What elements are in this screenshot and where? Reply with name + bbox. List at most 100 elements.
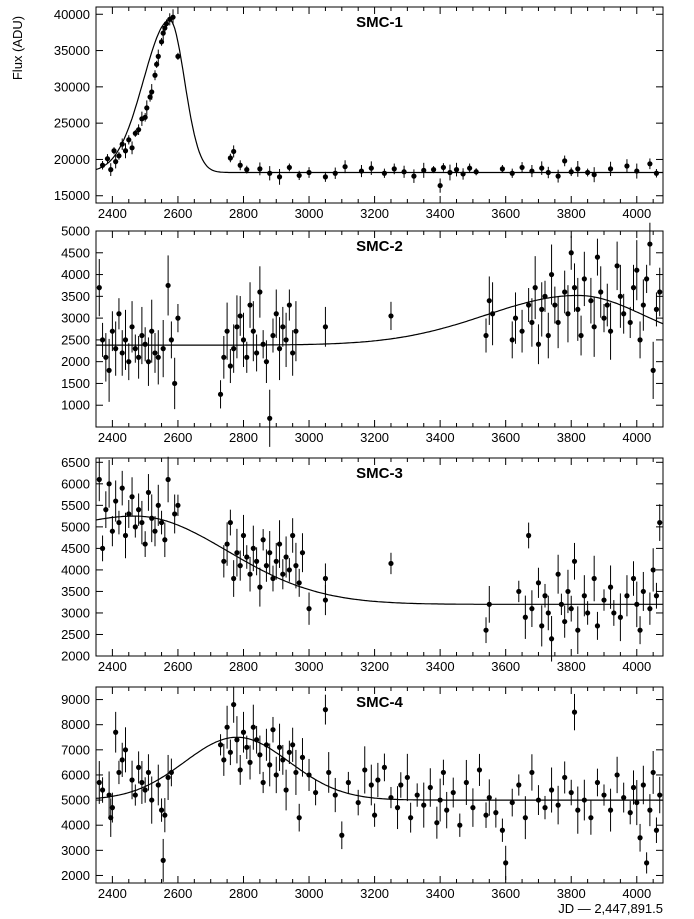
data-point xyxy=(575,306,581,312)
data-point xyxy=(132,524,138,530)
data-point xyxy=(175,53,181,59)
data-point xyxy=(257,584,263,590)
data-point xyxy=(162,537,168,543)
data-point xyxy=(276,346,283,352)
data-point xyxy=(132,792,138,798)
data-point xyxy=(149,797,155,803)
data-point xyxy=(136,764,142,771)
data-point xyxy=(519,164,525,171)
x-tick-label: 2800 xyxy=(229,886,258,901)
x-tick-label: 4000 xyxy=(622,659,651,674)
data-point xyxy=(542,805,548,811)
data-point xyxy=(647,161,653,167)
data-point xyxy=(358,168,365,174)
data-point xyxy=(175,502,181,508)
data-point xyxy=(388,313,394,319)
y-tick-label: 9000 xyxy=(61,692,90,707)
data-point xyxy=(152,528,158,534)
x-tick-label: 3800 xyxy=(557,206,586,221)
data-point xyxy=(591,172,597,178)
data-point xyxy=(122,532,129,539)
plot-frame xyxy=(95,457,664,657)
data-point xyxy=(168,337,174,343)
data-point xyxy=(611,610,617,616)
y-tick-label: 4500 xyxy=(61,245,90,260)
x-tick-label: 3000 xyxy=(295,206,324,221)
data-point xyxy=(653,306,660,312)
x-tick-label: 3800 xyxy=(557,659,586,674)
data-point xyxy=(614,263,620,269)
data-point xyxy=(290,532,296,539)
data-point xyxy=(535,797,542,803)
model-curve xyxy=(96,294,664,346)
data-point xyxy=(535,341,542,347)
data-point xyxy=(296,172,302,179)
y-tick-label: 15000 xyxy=(54,188,90,203)
data-point xyxy=(260,779,266,786)
data-point xyxy=(119,141,125,147)
x-axis-label: JD — 2,447,891.5 xyxy=(558,901,663,916)
data-point xyxy=(270,575,276,582)
data-point xyxy=(267,762,273,768)
x-tick-label: 4000 xyxy=(622,430,651,445)
data-point xyxy=(653,827,660,833)
y-tick-label: 2000 xyxy=(61,354,90,369)
data-point xyxy=(575,807,581,813)
data-point xyxy=(447,169,453,176)
data-point xyxy=(227,519,233,526)
data-point xyxy=(142,114,148,120)
data-point xyxy=(234,550,240,556)
data-point xyxy=(322,597,329,603)
data-point xyxy=(627,319,633,326)
data-point xyxy=(483,332,489,339)
data-point xyxy=(614,772,620,778)
x-tick-label: 3400 xyxy=(426,430,455,445)
panel-title: SMC-3 xyxy=(356,465,403,482)
x-tick-label: 3000 xyxy=(295,886,324,901)
data-point xyxy=(381,764,388,771)
data-point xyxy=(108,167,114,173)
data-point xyxy=(437,182,443,189)
data-point xyxy=(548,787,555,793)
data-point xyxy=(489,311,496,317)
data-point xyxy=(111,148,117,154)
data-point xyxy=(509,799,515,806)
data-point xyxy=(585,169,591,176)
data-point xyxy=(267,170,273,176)
y-tick-label: 3500 xyxy=(61,289,90,304)
data-point xyxy=(160,857,166,863)
data-point xyxy=(221,354,227,360)
data-point xyxy=(270,332,276,339)
data-point xyxy=(109,805,115,811)
data-point xyxy=(312,789,319,796)
data-point xyxy=(276,744,283,750)
x-tick-label: 3800 xyxy=(557,886,586,901)
x-tick-label: 3400 xyxy=(426,886,455,901)
data-point xyxy=(499,166,506,172)
data-point xyxy=(440,164,447,171)
data-point xyxy=(99,162,106,168)
data-point xyxy=(457,822,463,828)
x-tick-label: 3600 xyxy=(491,206,520,221)
data-point xyxy=(136,354,142,360)
data-point xyxy=(163,21,170,27)
data-point xyxy=(240,532,247,539)
data-point xyxy=(170,14,176,20)
data-point xyxy=(653,593,660,599)
data-point xyxy=(467,165,473,171)
data-point xyxy=(542,593,548,599)
data-point xyxy=(539,306,545,312)
y-tick-label: 4500 xyxy=(61,541,90,556)
y-tick-label: 4000 xyxy=(61,818,90,833)
data-point xyxy=(129,145,135,151)
data-point xyxy=(368,782,374,788)
data-point xyxy=(273,311,279,317)
model-curve xyxy=(95,515,663,605)
data-point xyxy=(139,519,145,526)
y-tick-label: 5000 xyxy=(61,224,90,239)
data-point xyxy=(221,558,227,564)
data-point xyxy=(607,328,614,334)
data-point xyxy=(306,169,312,176)
data-point xyxy=(450,789,456,796)
